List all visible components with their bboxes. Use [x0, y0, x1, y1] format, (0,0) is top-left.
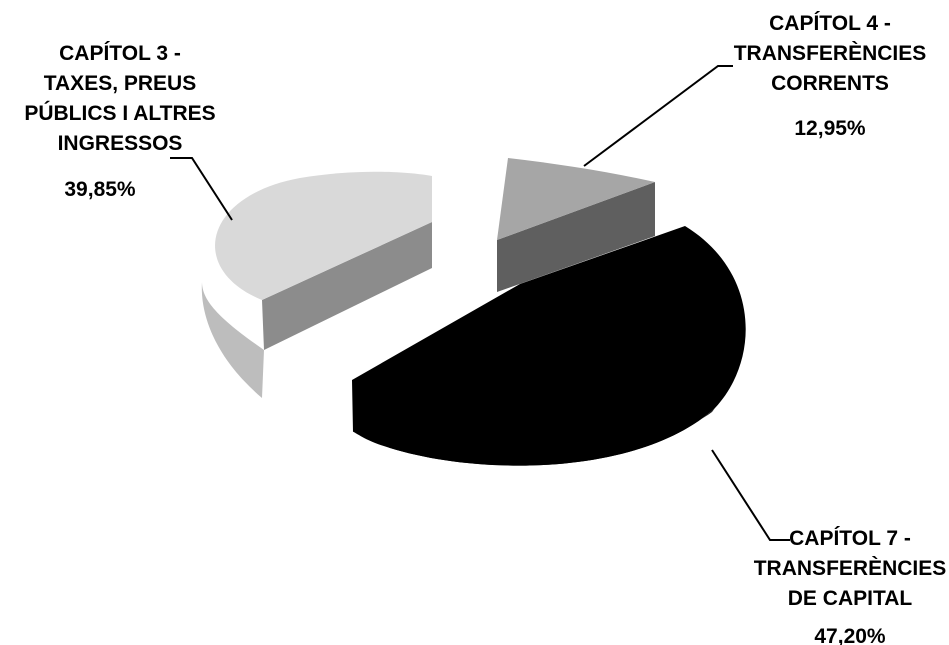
slice-label-capitol-7-line-3: DE CAPITAL — [788, 587, 913, 610]
slice-label-capitol-3-line-4: INGRESSOS — [58, 132, 183, 155]
slice-value-label-capitol-7: 47,20% — [814, 625, 886, 645]
pie-slice-capitol-7 — [352, 226, 746, 466]
slice-label-capitol-7-line-2: TRANSFERÈNCIES — [754, 557, 947, 580]
slice-label-capitol-7-line-1: CAPÍTOL 7 - — [789, 527, 911, 550]
slice-wall-capitol-3 — [262, 222, 432, 350]
slice-label-capitol-4-line-1: CAPÍTOL 4 - — [769, 12, 891, 35]
slice-value-label-capitol-4: 12,95% — [794, 117, 866, 140]
slice-label-capitol-4-line-2: TRANSFERÈNCIES — [734, 42, 927, 65]
slice-side-capitol-3 — [201, 282, 264, 398]
slice-wall-capitol-4 — [497, 182, 655, 292]
slice-value-label-capitol-3: 39,85% — [64, 178, 136, 201]
pie-slice-tops — [215, 158, 746, 466]
leader-line-capitol-3 — [170, 157, 233, 221]
slice-label-capitol-3-line-1: CAPÍTOL 3 - — [59, 42, 181, 65]
slice-labels: CAPÍTOL 3 - TAXES, PREUS PÚBLICS I ALTRES I… — [24, 12, 946, 645]
pie-slice-capitol-4 — [497, 158, 655, 240]
slice-label-capitol-3-line-2: TAXES, PREUS — [44, 72, 196, 95]
slice-label-capitol-4-line-3: CORRENTS — [771, 72, 889, 95]
slice-label-capitol-3-line-3: PÚBLICS I ALTRES — [24, 101, 215, 125]
pie-slice-capitol-3 — [215, 171, 432, 300]
leader-line-capitol-4 — [583, 65, 733, 167]
leader-lines — [170, 65, 790, 541]
leader-line-capitol-7 — [711, 449, 790, 541]
